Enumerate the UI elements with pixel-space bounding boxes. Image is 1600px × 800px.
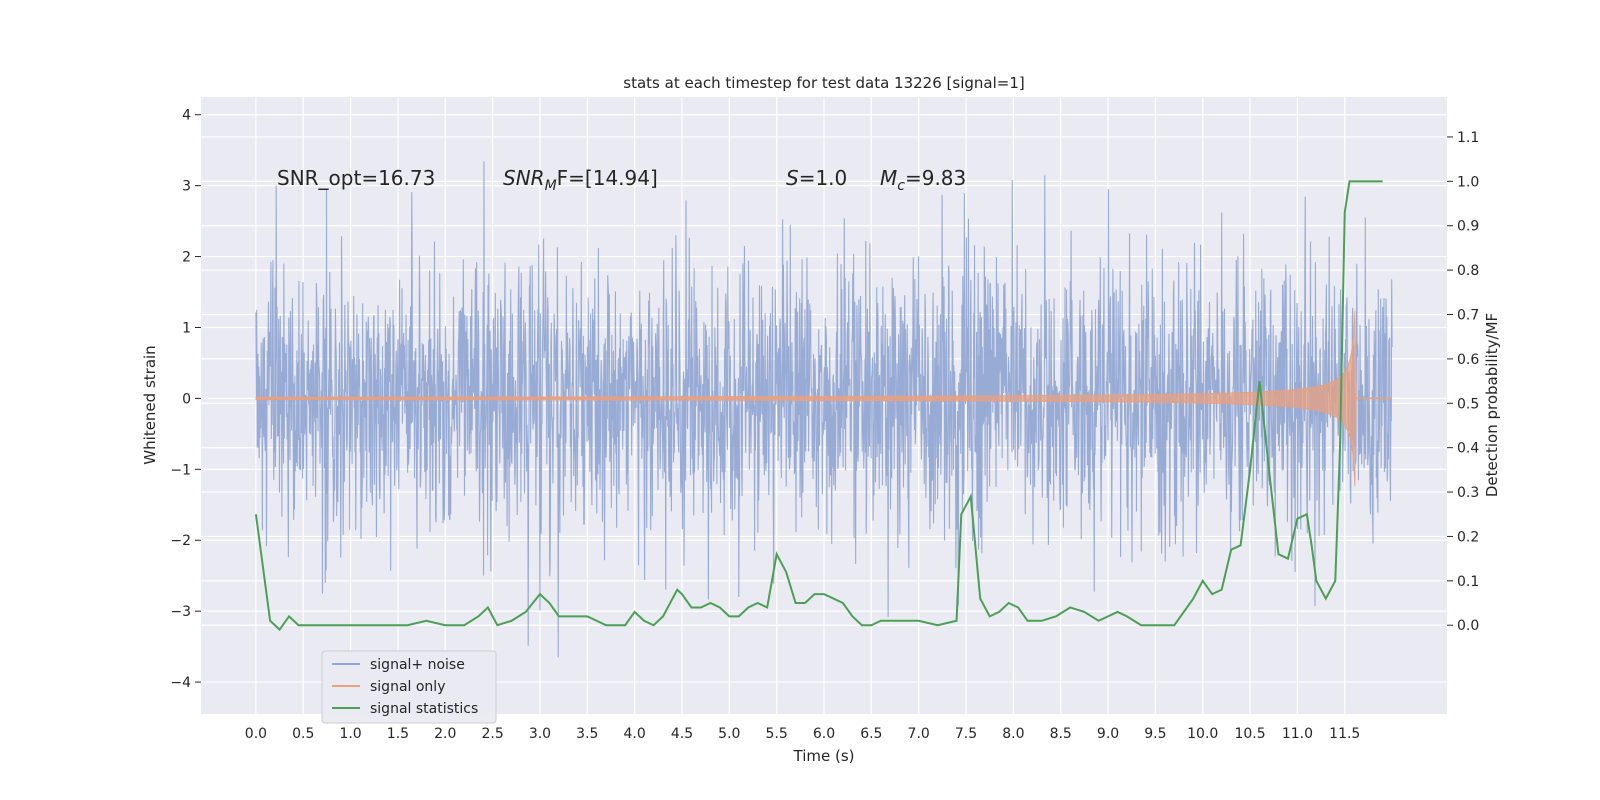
x-tick-label: 10.0: [1187, 726, 1218, 742]
x-tick-label: 6.5: [860, 726, 882, 742]
y-right-tick-label: 1.1: [1457, 130, 1479, 146]
legend-label-signal: signal only: [370, 679, 445, 695]
x-tick-label: 8.5: [1050, 726, 1072, 742]
x-tick-label: 9.5: [1144, 726, 1166, 742]
x-tick-label: 9.0: [1097, 726, 1119, 742]
y-right-tick-label: 0.6: [1457, 352, 1479, 368]
y-axis-ticks: 4 3 2 1 0 −1 −2 −3 −4: [170, 108, 201, 691]
y-tick-label: 2: [182, 250, 191, 266]
x-tick-label: 0.0: [245, 726, 267, 742]
chart-title: stats at each timestep for test data 132…: [623, 74, 1024, 92]
annotation-mc-sym: M: [880, 166, 897, 190]
x-axis-ticks: 0.0 0.5 1.0 1.5 2.0 2.5 3.0 3.5 4.0 4.5 5.0 5.5 6.0 6…: [245, 726, 1361, 742]
x-tick-label: 11.5: [1329, 726, 1360, 742]
y-right-tick-label: 0.9: [1457, 219, 1479, 235]
y-tick-label: −2: [170, 533, 191, 549]
annotation-snr-mf-rest: F=[14.94]: [557, 166, 658, 190]
x-tick-label: 4.0: [624, 726, 646, 742]
annotation-snr-opt: SNR_opt=16.73: [277, 166, 435, 190]
x-tick-label: 1.5: [387, 726, 409, 742]
x-tick-label: 6.0: [813, 726, 835, 742]
annotation-mc: Mc=9.83: [880, 166, 966, 194]
legend-box: [321, 650, 497, 724]
series-signal-plus-noise: [255, 161, 1393, 658]
annotation-mc-sub: c: [897, 178, 905, 194]
y-right-tick-label: 0.8: [1457, 263, 1479, 279]
y-tick-label: −3: [170, 604, 191, 620]
x-tick-label: 11.0: [1282, 726, 1313, 742]
x-tick-label: 2.0: [434, 726, 456, 742]
legend-label-stats: signal statistics: [370, 701, 478, 717]
annotation-snr-mf: SNRMF=[14.94]: [503, 166, 658, 194]
series-signal-only: [255, 310, 1393, 487]
x-tick-label: 8.0: [1002, 726, 1024, 742]
x-tick-label: 7.0: [908, 726, 930, 742]
annotation-snr-mf-sub: M: [545, 178, 557, 194]
signal-plus-noise-line: [255, 161, 1393, 658]
x-tick-label: 5.0: [718, 726, 740, 742]
y-right-tick-label: 0.4: [1457, 441, 1479, 457]
y-axis-right-ticks: 1.1 1.0 0.9 0.8 0.7 0.6 0.5 0.4 0.3 0.2 0.1 0.0: [1447, 130, 1479, 634]
x-tick-label: 1.0: [339, 726, 361, 742]
y-axis-label: Whitened strain: [141, 345, 159, 464]
y-tick-label: −4: [170, 675, 191, 691]
y-tick-label: 3: [182, 179, 191, 195]
x-tick-label: 7.5: [955, 726, 977, 742]
y-tick-label: 1: [182, 320, 191, 336]
x-tick-label: 4.5: [671, 726, 693, 742]
annotation-s-rest: =1.0: [799, 166, 848, 190]
annotation-mc-rest: =9.83: [905, 166, 966, 190]
x-tick-label: 0.5: [292, 726, 314, 742]
annotation-s-sym: S: [786, 166, 799, 190]
x-tick-label: 2.5: [481, 726, 503, 742]
x-tick-label: 3.5: [576, 726, 598, 742]
y-right-tick-label: 0.1: [1457, 574, 1479, 590]
x-tick-label: 10.5: [1234, 726, 1265, 742]
y-axis-right-label: Detection probability/MF: [1483, 313, 1501, 497]
y-right-tick-label: 0.0: [1457, 618, 1479, 634]
legend: signal+ noise signal only signal statist…: [321, 650, 497, 724]
annotation-s: S=1.0: [786, 166, 847, 190]
x-tick-label: 5.5: [766, 726, 788, 742]
legend-label-noise: signal+ noise: [370, 657, 465, 673]
y-tick-label: 4: [182, 108, 191, 124]
y-right-tick-label: 0.2: [1457, 529, 1479, 545]
y-right-tick-label: 0.7: [1457, 308, 1479, 324]
y-right-tick-label: 0.5: [1457, 396, 1479, 412]
x-axis-label: Time (s): [793, 747, 855, 765]
y-right-tick-label: 0.3: [1457, 485, 1479, 501]
y-right-tick-label: 1.0: [1457, 174, 1479, 190]
y-tick-label: 0: [182, 391, 191, 407]
series-signal-statistics: [254, 180, 1383, 632]
y-tick-label: −1: [170, 462, 191, 478]
x-tick-label: 3.0: [529, 726, 551, 742]
annotation-snr-mf-sym: SNR: [503, 166, 545, 190]
signal-statistics-line: [254, 180, 1383, 632]
